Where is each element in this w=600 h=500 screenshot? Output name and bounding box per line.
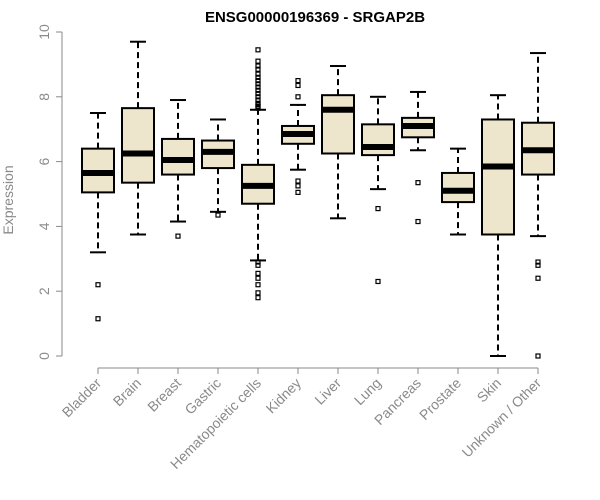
box-series: [81, 40, 555, 359]
outlier-point: [255, 58, 261, 64]
box-group: [161, 99, 195, 239]
outlier-point: [375, 278, 381, 285]
outlier-point: [255, 66, 261, 72]
outlier-point: [415, 218, 421, 225]
outlier-point: [295, 183, 301, 189]
box-group: [121, 40, 155, 236]
outlier-point: [535, 353, 541, 359]
outlier-point: [175, 233, 181, 239]
y-tick-label: 6: [36, 157, 52, 165]
y-tick-label: 0: [36, 352, 52, 360]
x-tick-label: Liver: [311, 375, 344, 408]
x-tick-label: Bladder: [59, 375, 105, 421]
outlier-point: [295, 189, 301, 195]
box-group: [321, 65, 355, 220]
x-tick-label: Prostate: [416, 375, 464, 423]
outlier-point: [255, 295, 261, 301]
y-tick-label: 8: [36, 93, 52, 101]
outlier-point: [215, 212, 221, 218]
outlier-point: [255, 97, 261, 103]
x-tick-label: Lung: [351, 375, 384, 408]
x-tick-label: Kidney: [263, 375, 305, 417]
outlier-point: [255, 74, 261, 80]
y-tick-label: 10: [36, 24, 52, 40]
outlier-point: [255, 81, 261, 87]
outlier-point: [255, 47, 261, 53]
box-group: [201, 118, 235, 218]
box-iqr: [481, 118, 515, 236]
outlier-point: [255, 105, 261, 111]
box-iqr: [361, 123, 395, 157]
outlier-point: [255, 77, 261, 84]
outlier-point: [255, 87, 261, 93]
outlier-point: [255, 275, 261, 281]
outlier-point: [375, 205, 381, 212]
outlier-point: [415, 180, 421, 186]
box-iqr: [161, 137, 195, 176]
box-iqr: [321, 94, 355, 155]
outlier-point: [535, 275, 541, 281]
outlier-point: [535, 259, 541, 265]
x-tick-label: Breast: [144, 375, 184, 415]
outlier-point: [295, 82, 301, 89]
y-axis: 0 2 4 6 8 10: [36, 24, 63, 360]
outlier-point: [255, 84, 261, 90]
outlier-point: [255, 94, 261, 100]
x-tick-label: Brain: [110, 375, 144, 409]
outlier-point: [255, 63, 261, 69]
y-axis-label: Expression: [0, 165, 16, 234]
x-tick-label: Skin: [474, 375, 505, 406]
box-group: [361, 95, 395, 285]
box-group: [81, 112, 115, 322]
y-tick-label: 4: [36, 222, 52, 230]
box-group: [241, 47, 275, 301]
outlier-point: [295, 77, 301, 84]
box-group: [441, 147, 475, 236]
outlier-point: [255, 270, 261, 276]
outlier-point: [535, 262, 541, 268]
outlier-point: [255, 259, 261, 265]
box-iqr: [441, 171, 475, 204]
box-group: [401, 90, 435, 225]
chart-title: ENSG00000196369 - SRGAP2B: [205, 9, 425, 26]
y-tick-label: 2: [36, 287, 52, 295]
outlier-point: [255, 282, 261, 288]
outlier-point: [255, 290, 261, 296]
outlier-point: [255, 71, 261, 77]
outlier-point: [255, 90, 261, 97]
outlier-point: [95, 316, 101, 322]
box-group: [521, 52, 555, 359]
outlier-point: [295, 94, 301, 100]
outlier-point: [95, 282, 101, 288]
box-group: [281, 77, 315, 195]
outlier-point: [255, 262, 261, 268]
box-group: [481, 94, 515, 357]
box-iqr: [121, 107, 155, 184]
outlier-point: [295, 178, 301, 184]
